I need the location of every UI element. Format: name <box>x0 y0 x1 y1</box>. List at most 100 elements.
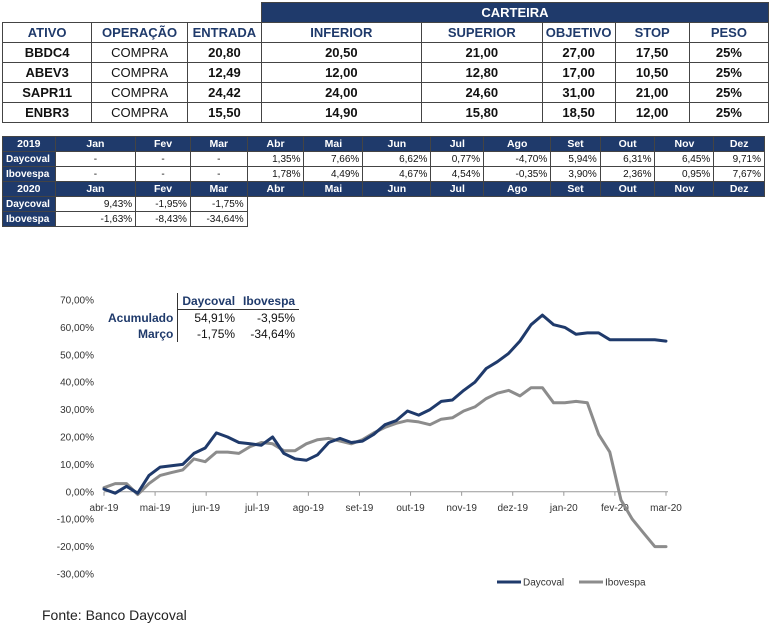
cell-peso: 25% <box>688 102 770 123</box>
header-stop: STOP <box>614 22 690 43</box>
x-tick-label: mar-20 <box>650 503 682 514</box>
inset-value: -1,75% <box>177 326 240 342</box>
header-inferior: INFERIOR <box>260 22 422 43</box>
return-cell: 1,35% <box>246 151 305 167</box>
cell-stop: 10,50 <box>614 62 690 83</box>
return-cell: - <box>54 166 137 182</box>
return-cell: 6,62% <box>362 151 432 167</box>
legend-label-daycoval: Daycoval <box>523 578 564 589</box>
inset-value: -34,64% <box>250 327 296 341</box>
month-header: Fev <box>135 181 191 197</box>
cell-peso: 25% <box>688 82 770 103</box>
return-cell: 2,36% <box>599 166 656 182</box>
y-tick-label: 10,00% <box>60 460 94 471</box>
month-header: Jun <box>362 136 432 152</box>
return-cell: -8,43% <box>135 211 191 227</box>
month-header: Mar <box>189 136 248 152</box>
carteira-title-spacer <box>2 2 262 23</box>
return-cell: 1,78% <box>246 166 305 182</box>
row-label: Ibovespa <box>2 211 56 227</box>
header-superior: SUPERIOR <box>420 22 543 43</box>
month-header: Set <box>550 136 601 152</box>
return-cell: - <box>189 151 248 167</box>
y-tick-label: 30,00% <box>60 405 94 416</box>
cell-peso: 25% <box>688 62 770 83</box>
x-tick-label: ago-19 <box>293 503 325 514</box>
return-cell: 0,95% <box>654 166 715 182</box>
cell-ativo: ABEV3 <box>1 62 93 83</box>
carteira-table: CARTEIRA ATIVO OPERAÇÃO ENTRADA INFERIOR… <box>1 2 770 123</box>
row-label: Ibovespa <box>2 166 56 182</box>
inset-header-ibovespa: Ibovespa <box>239 293 300 310</box>
month-header: Jan <box>54 181 137 197</box>
x-tick-label: nov-19 <box>446 503 477 514</box>
return-cell: - <box>189 166 248 182</box>
x-tick-label: set-19 <box>346 503 374 514</box>
return-cell: 6,31% <box>599 151 656 167</box>
y-tick-label: 70,00% <box>60 296 94 307</box>
table-row: Acumulado 54,91% -3,95% <box>104 309 299 326</box>
table-row: Daycoval 9,43% -1,95% -1,75% <box>2 196 765 212</box>
empty-cell <box>247 211 765 227</box>
cell-inferior: 12,00 <box>260 62 422 83</box>
month-header: Dez <box>713 181 765 197</box>
cell-peso: 25% <box>688 42 770 63</box>
summary-inset-table: Daycoval Ibovespa Acumulado 54,91% -3,95… <box>104 293 300 342</box>
carteira-header-row: ATIVO OPERAÇÃO ENTRADA INFERIOR SUPERIOR… <box>1 22 770 43</box>
inset-row-label: Março <box>138 327 174 341</box>
row-label: Daycoval <box>2 151 56 167</box>
month-header: Jun <box>362 181 432 197</box>
carteira-title: CARTEIRA <box>260 2 770 23</box>
cell-operacao: COMPRA <box>91 62 188 83</box>
cell-objetivo: 27,00 <box>541 42 616 63</box>
cell-stop: 17,50 <box>614 42 690 63</box>
x-tick-label: fev-20 <box>601 503 629 514</box>
monthly-header-row: 2020 Jan Fev Mar Abr Mai Jun Jul Ago Set Out Nov Dez <box>2 181 765 197</box>
inset-row-label: Acumulado <box>108 310 174 325</box>
return-cell: 7,67% <box>713 166 765 182</box>
y-tick-label: -20,00% <box>57 542 94 553</box>
inset-header-daycoval: Daycoval <box>177 293 240 310</box>
y-tick-label: 20,00% <box>60 433 94 444</box>
month-header: Set <box>550 181 601 197</box>
cell-superior: 24,60 <box>420 82 543 103</box>
return-cell: - <box>135 166 191 182</box>
series-line-daycoval <box>102 313 668 495</box>
year-label: 2019 <box>2 136 56 152</box>
table-row: Março -1,75% -34,64% <box>104 326 299 342</box>
inset-value: 54,91% <box>177 309 240 326</box>
header-peso: PESO <box>688 22 770 43</box>
month-header: Ago <box>483 136 552 152</box>
x-tick-label: dez-19 <box>497 503 528 514</box>
cell-superior: 15,80 <box>420 102 543 123</box>
month-header: Out <box>599 136 656 152</box>
source-note: Fonte: Banco Daycoval <box>42 607 187 623</box>
table-row: BBDC4 COMPRA 20,80 20,50 21,00 27,00 17,… <box>1 42 770 63</box>
return-cell: -0,35% <box>483 166 552 182</box>
table-row: ABEV3 COMPRA 12,49 12,00 12,80 17,00 10,… <box>1 62 770 83</box>
header-entrada: ENTRADA <box>186 22 262 43</box>
month-header: Fev <box>135 136 191 152</box>
cell-entrada: 15,50 <box>186 102 262 123</box>
return-cell: 5,94% <box>550 151 601 167</box>
x-tick-label: abr-19 <box>90 503 119 514</box>
cell-entrada: 20,80 <box>186 42 262 63</box>
header-ativo: ATIVO <box>1 22 93 43</box>
legend-label-ibovespa: Ibovespa <box>605 578 646 589</box>
cell-operacao: COMPRA <box>91 102 188 123</box>
cell-ativo: ENBR3 <box>1 102 93 123</box>
cell-stop: 12,00 <box>614 102 690 123</box>
month-header: Jul <box>430 181 485 197</box>
empty-cell <box>247 196 765 212</box>
cell-objetivo: 31,00 <box>541 82 616 103</box>
table-row: SAPR11 COMPRA 24,42 24,00 24,60 31,00 21… <box>1 82 770 103</box>
inset-value: -3,95% <box>257 311 296 325</box>
return-cell: 9,43% <box>54 196 137 212</box>
cell-operacao: COMPRA <box>91 42 188 63</box>
return-cell: 9,71% <box>713 151 765 167</box>
x-tick-label: mai-19 <box>140 503 171 514</box>
month-header: Mai <box>303 136 364 152</box>
month-header: Ago <box>483 181 552 197</box>
month-header: Abr <box>246 181 305 197</box>
return-cell: 7,66% <box>303 151 364 167</box>
